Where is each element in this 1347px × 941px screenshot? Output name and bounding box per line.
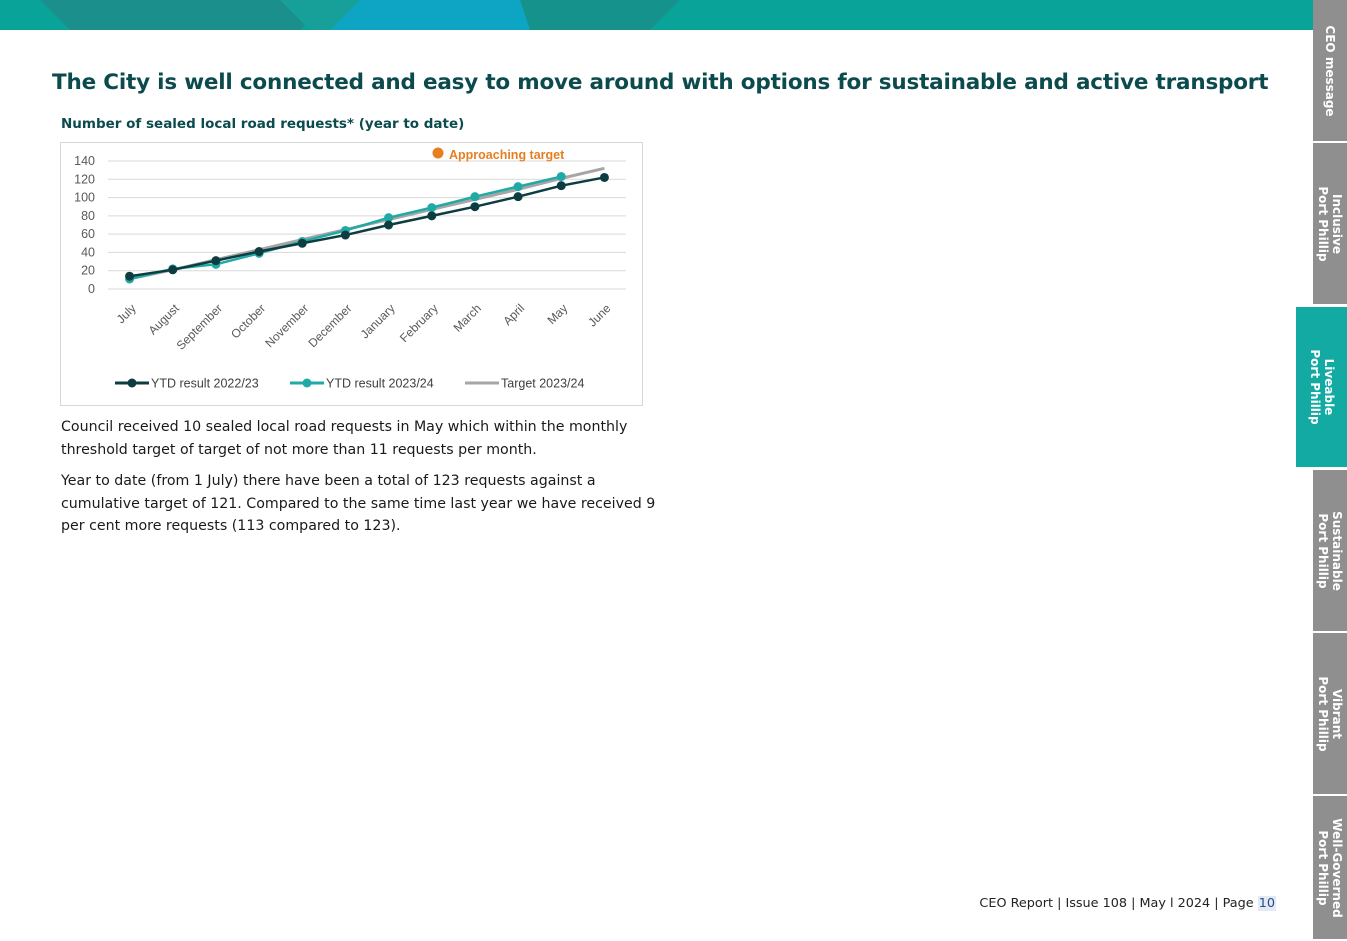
data-point (297, 238, 307, 248)
legend-marker (127, 378, 137, 388)
section-tabs: CEO message Inclusive Port Phillip Liveab… (1296, 0, 1347, 941)
x-tick-label: June (585, 301, 614, 330)
paragraph-monthly: Council received 10 sealed local road re… (61, 419, 628, 458)
tab-label: CEO message (1323, 24, 1337, 117)
tab-label: Liveable (1321, 358, 1336, 416)
data-point (427, 203, 437, 213)
tab-sublabel: Port Phillip (1316, 185, 1330, 262)
tab-ceo-message[interactable]: CEO message (1313, 0, 1347, 143)
status-dot-icon (432, 147, 444, 159)
data-point (556, 172, 566, 182)
tab-label: Vibrant (1330, 688, 1344, 739)
tab-sublabel: Port Phillip (1316, 675, 1330, 752)
x-tick-label: April (500, 301, 527, 328)
tab-label: Inclusive (1330, 193, 1344, 254)
status-label: Approaching target (449, 148, 565, 162)
tab-sustainable[interactable]: Sustainable Port Phillip (1313, 470, 1347, 633)
y-tick-label: 80 (81, 209, 95, 223)
legend-label: YTD result 2022/23 (151, 377, 259, 391)
tab-sublabel: Port Phillip (1316, 512, 1330, 589)
banner-graphic (40, 0, 680, 30)
x-tick-label: September (174, 301, 225, 352)
tab-inclusive[interactable]: Inclusive Port Phillip (1313, 143, 1347, 306)
x-tick-label: March (451, 301, 484, 334)
legend-label: YTD result 2023/24 (326, 377, 434, 391)
data-point (556, 181, 566, 191)
legend-marker (302, 378, 312, 388)
tab-vibrant[interactable]: Vibrant Port Phillip (1313, 633, 1347, 796)
data-point (513, 182, 523, 192)
data-point (254, 247, 264, 257)
page-number: 10 (1257, 896, 1276, 911)
y-tick-label: 120 (74, 172, 95, 186)
x-tick-label: February (397, 301, 441, 345)
footer-text: CEO Report | Issue 108 | May l 2024 | Pa… (979, 896, 1258, 911)
tab-label: Sustainable (1330, 510, 1344, 591)
y-tick-label: 20 (81, 264, 95, 278)
y-tick-label: 0 (88, 282, 95, 296)
paragraph-ytd: Year to date (from 1 July) there have be… (61, 473, 656, 534)
top-banner (0, 0, 1313, 30)
legend-label: Target 2023/24 (501, 377, 584, 391)
page-title: The City is well connected and easy to m… (52, 70, 1269, 95)
chart-container: 0 20 40 60 80 100 120 140 July August September Oct… (60, 142, 643, 406)
data-point (513, 192, 523, 202)
x-tick-label: October (228, 301, 268, 341)
series-line (129, 176, 605, 278)
data-point (125, 271, 135, 281)
page-footer: CEO Report | Issue 108 | May l 2024 | Pa… (979, 896, 1276, 911)
data-point (470, 192, 480, 202)
x-tick-label: August (146, 301, 183, 338)
x-tick-label: May (544, 301, 570, 327)
y-tick-label: 60 (81, 227, 95, 241)
data-point (211, 256, 221, 266)
y-tick-label: 100 (74, 191, 95, 205)
y-tick-label: 140 (74, 154, 95, 168)
x-tick-label: December (305, 301, 354, 350)
x-tick-label: July (114, 301, 139, 326)
data-point (427, 211, 437, 221)
tab-label: Well-Governed (1330, 817, 1344, 918)
chart-title: Number of sealed local road requests* (y… (61, 116, 465, 132)
y-tick-label: 40 (81, 245, 95, 259)
tab-sublabel: Port Phillip (1307, 349, 1322, 425)
data-point (340, 230, 350, 240)
tab-well-governed[interactable]: Well-Governed Port Phillip (1313, 796, 1347, 941)
data-point (384, 220, 394, 230)
data-point (470, 202, 480, 212)
data-point (168, 265, 178, 275)
tab-sublabel: Port Phillip (1316, 829, 1330, 906)
x-tick-label: November (262, 301, 311, 350)
data-point (599, 172, 609, 182)
tab-liveable[interactable]: Liveable Port Phillip (1296, 307, 1347, 469)
data-point (384, 213, 394, 223)
x-tick-label: January (358, 301, 398, 341)
